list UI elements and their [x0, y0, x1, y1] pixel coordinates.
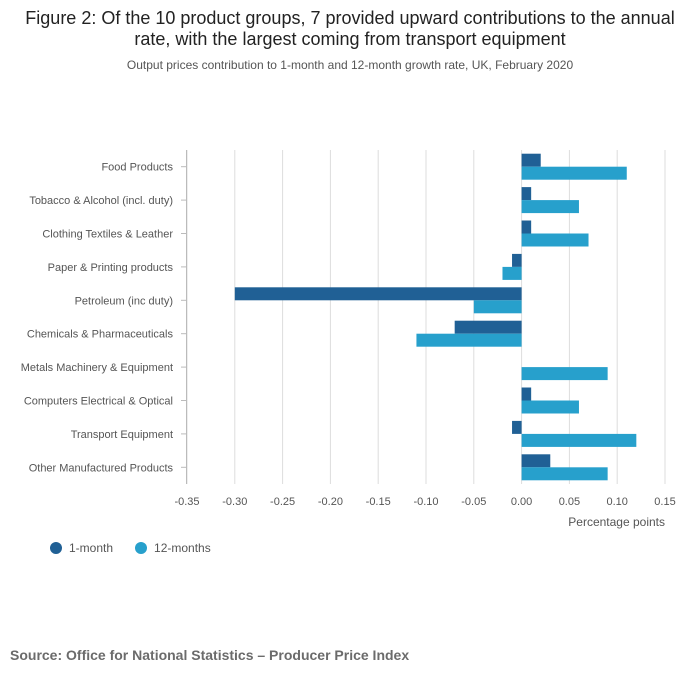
bar-12-months-0 — [521, 166, 627, 180]
bar-1-month-0 — [521, 153, 541, 167]
x-axis-title: Percentage points — [568, 515, 665, 529]
bar-12-months-6 — [521, 367, 608, 381]
legend-item-12-months[interactable]: 12-months — [135, 541, 211, 555]
bar-1-month-1 — [521, 187, 532, 201]
bar-12-months-7 — [521, 400, 579, 414]
chart-title: Figure 2: Of the 10 product groups, 7 pr… — [25, 8, 675, 49]
x-tick-label: -0.05 — [461, 496, 486, 508]
category-label: Other Manufactured Products — [29, 462, 174, 474]
chart-legend: 1-month 12-months — [50, 541, 233, 555]
bar-1-month-9 — [521, 454, 551, 468]
x-tick-label: 0.05 — [559, 496, 580, 508]
category-label: Tobacco & Alcohol (incl. duty) — [29, 195, 173, 207]
category-label: Metals Machinery & Equipment — [21, 362, 173, 374]
legend-label-1-month: 1-month — [69, 541, 114, 555]
category-label: Transport Equipment — [71, 429, 173, 441]
x-tick-label: 0.00 — [511, 496, 532, 508]
source-note: Source: Office for National Statistics –… — [10, 647, 410, 663]
category-label: Petroleum (inc duty) — [75, 295, 173, 307]
x-tick-label: -0.35 — [174, 496, 199, 508]
legend-swatch-1-month — [50, 542, 62, 554]
category-label: Chemicals & Pharmaceuticals — [27, 329, 174, 341]
bar-1-month-4 — [234, 287, 522, 301]
x-tick-label: -0.25 — [270, 496, 295, 508]
bar-12-months-4 — [473, 300, 522, 314]
category-label: Clothing Textiles & Leather — [42, 229, 173, 241]
x-tick-label: -0.30 — [222, 496, 247, 508]
category-label: Computers Electrical & Optical — [24, 396, 173, 408]
bar-12-months-9 — [521, 467, 608, 481]
x-tick-label: -0.10 — [413, 496, 438, 508]
x-tick-label: 0.10 — [606, 496, 627, 508]
legend-swatch-12-months — [135, 542, 148, 554]
bar-12-months-1 — [521, 200, 579, 214]
x-tick-label: 0.15 — [654, 496, 675, 508]
bar-12-months-5 — [416, 333, 522, 347]
bar-1-month-2 — [521, 220, 532, 234]
bar-12-months-8 — [521, 433, 637, 447]
bar-1-month-3 — [512, 253, 522, 267]
category-label: Food Products — [101, 162, 173, 174]
x-tick-label: -0.15 — [366, 496, 391, 508]
bar-1-month-8 — [512, 420, 522, 434]
bar-1-month-7 — [521, 387, 532, 401]
bar-1-month-5 — [454, 320, 522, 334]
bar-12-months-2 — [521, 233, 589, 247]
x-tick-label: -0.20 — [318, 496, 343, 508]
legend-item-1-month[interactable]: 1-month — [50, 541, 113, 555]
category-label: Paper & Printing products — [48, 262, 174, 274]
chart-subtitle: Output prices contribution to 1-month an… — [126, 58, 574, 72]
legend-label-12-months: 12-months — [154, 541, 211, 555]
bar-12-months-3 — [502, 266, 522, 280]
